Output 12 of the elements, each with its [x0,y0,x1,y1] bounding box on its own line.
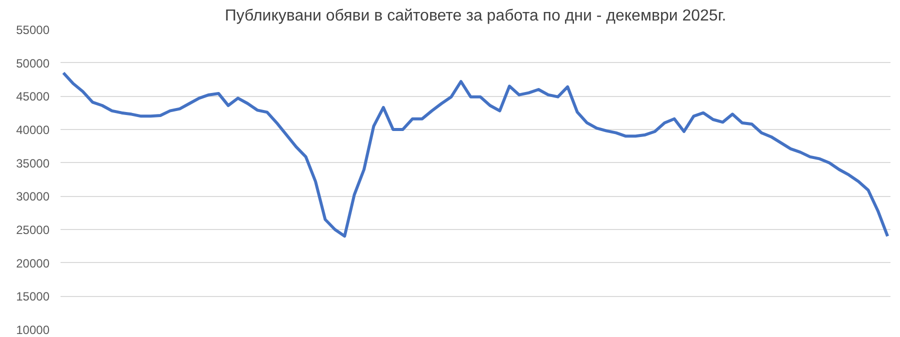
y-tick-label: 55000 [16,23,50,37]
y-tick-label: 30000 [16,190,50,204]
y-tick-label: 15000 [16,290,50,304]
y-tick-label: 45000 [16,90,50,104]
y-tick-label: 35000 [16,156,50,170]
y-tick-label: 40000 [16,123,50,137]
chart-title: Публикувани обяви в сайтовете за работа по дни - декември 2025г. [224,8,726,24]
y-tick-label: 50000 [16,56,50,70]
y-tick-label: 10000 [16,323,50,337]
line-series [62,71,890,238]
y-tick-label: 25000 [16,223,50,237]
y-tick-label: 20000 [16,256,50,270]
